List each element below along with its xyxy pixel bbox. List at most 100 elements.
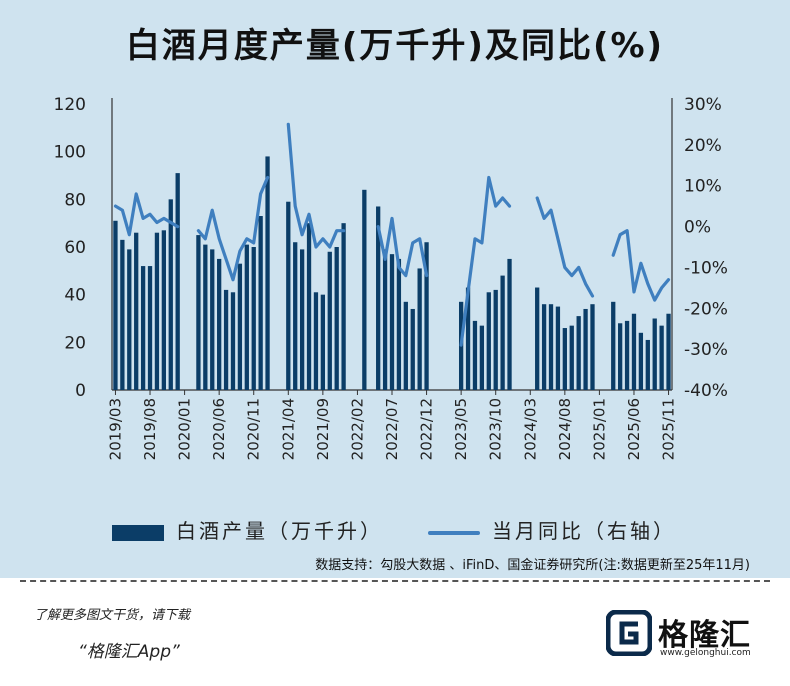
left-tick-label: 20 <box>64 333 86 353</box>
bar <box>362 189 367 390</box>
divider <box>20 580 770 582</box>
bar <box>203 244 208 390</box>
x-tick-label: 2020/01 <box>176 398 194 460</box>
x-tick-label: 2022/07 <box>383 398 401 460</box>
bar <box>313 292 319 390</box>
bar <box>618 323 623 390</box>
chart-panel <box>0 0 790 578</box>
x-tick-label: 2025/11 <box>660 398 678 460</box>
x-tick-label: 2023/05 <box>452 398 470 460</box>
right-tick-label: -20% <box>684 299 728 319</box>
bar <box>376 206 381 390</box>
legend-item-line: 当月同比（右轴） <box>428 515 676 544</box>
right-tick-label: -10% <box>684 258 728 278</box>
left-tick-label: 60 <box>64 238 86 258</box>
bar <box>196 235 201 390</box>
combo-chart: 0 20 40 60 80 100 120 -40% -30% -20% -10% 0% 10% 20% 3… <box>54 95 728 460</box>
bar <box>507 258 512 390</box>
bar <box>493 289 498 390</box>
right-tick-label: 10% <box>684 177 722 197</box>
bar <box>341 223 346 390</box>
legend-bar-swatch <box>112 524 164 541</box>
bar <box>562 328 567 390</box>
bar <box>154 232 160 390</box>
x-tick-label: 2019/03 <box>106 398 124 460</box>
bar <box>652 318 657 390</box>
bar <box>134 232 139 390</box>
bar <box>465 287 471 390</box>
bar <box>410 308 415 390</box>
tick-labels: 0 20 40 60 80 100 120 -40% -30% -20% -10% 0% 10% 20% 3… <box>54 95 728 460</box>
left-tick-label: 40 <box>64 286 86 306</box>
bar <box>147 266 153 390</box>
bar <box>548 304 554 390</box>
bar <box>230 292 236 390</box>
bar <box>265 156 270 390</box>
chart-title: 白酒月度产量(万千升)及同比(%) <box>125 26 665 66</box>
bar <box>210 249 215 390</box>
bar <box>120 239 125 390</box>
bar <box>500 275 505 390</box>
bar <box>113 220 118 390</box>
bar-series <box>113 156 671 390</box>
legend-item-bar: 白酒产量（万千升） <box>112 515 383 544</box>
bar <box>576 316 581 390</box>
bar <box>396 258 402 390</box>
bar <box>479 325 485 390</box>
bar <box>535 287 540 390</box>
bar <box>320 294 326 390</box>
bar <box>638 332 644 390</box>
bar <box>168 199 173 390</box>
bar <box>569 325 574 390</box>
bar <box>611 301 616 390</box>
line-series <box>113 122 671 347</box>
left-tick-label: 0 <box>75 381 86 401</box>
right-tick-label: -40% <box>684 381 728 401</box>
line-segment <box>611 229 671 302</box>
legend-line-swatch <box>428 530 480 535</box>
bar <box>666 313 671 390</box>
line-segment <box>459 175 512 347</box>
bar <box>251 247 256 390</box>
brand-name: 格隆汇 <box>658 618 751 653</box>
bar <box>161 230 166 390</box>
x-tick-label: 2023/10 <box>487 398 505 460</box>
bar <box>223 289 229 390</box>
bar <box>293 242 298 390</box>
bar <box>382 249 388 390</box>
bar <box>127 249 132 390</box>
bar <box>645 339 650 390</box>
right-tick-label: 30% <box>684 95 722 115</box>
bar <box>424 242 429 390</box>
bar <box>403 301 408 390</box>
line-segment <box>286 122 346 249</box>
x-tick-label: 2020/06 <box>210 398 228 460</box>
left-tick-label: 100 <box>54 143 86 163</box>
bar <box>659 325 664 390</box>
brand-domain: www.gelonghui.com <box>660 648 751 658</box>
bar <box>334 247 339 390</box>
bar <box>590 304 595 390</box>
bar <box>217 258 222 390</box>
source-note: 数据支持：勾股大数据 、iFinD、国金证券研究所(注:数据更新至25年11月) <box>315 558 750 573</box>
x-tick-label: 2025/01 <box>590 398 608 460</box>
line-segment <box>196 175 270 282</box>
bar <box>327 251 332 390</box>
bar <box>175 173 180 390</box>
bar <box>555 306 561 390</box>
bar <box>583 308 588 390</box>
x-tick-label: 2024/03 <box>521 398 539 460</box>
brand-block: 格隆汇 www.gelonghui.com <box>606 610 776 660</box>
x-tick-label: 2025/06 <box>625 398 643 460</box>
bar <box>624 320 630 390</box>
left-tick-label: 80 <box>64 190 86 210</box>
legend-bar-label: 白酒产量（万千升） <box>176 519 383 543</box>
bar <box>244 244 249 390</box>
right-tick-label: 0% <box>684 218 711 238</box>
left-tick-label: 120 <box>54 95 86 115</box>
bar <box>389 254 395 390</box>
legend-line-label: 当月同比（右轴） <box>492 519 676 543</box>
bar <box>299 249 305 390</box>
bar <box>472 320 478 390</box>
bar <box>486 292 491 390</box>
